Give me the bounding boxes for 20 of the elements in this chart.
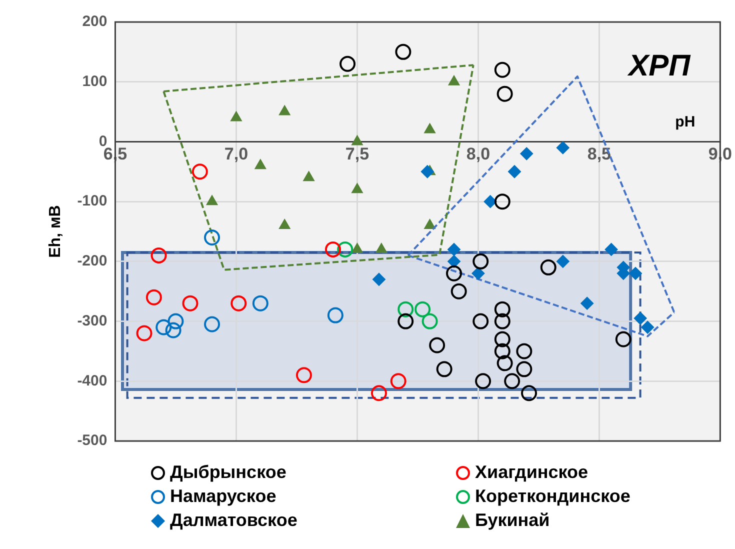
- y-tick-label: -300: [77, 312, 108, 330]
- legend-label: Дыбрынское: [170, 462, 286, 483]
- legend-label: Далматовское: [170, 510, 298, 531]
- x-tick-label: 7,5: [345, 144, 370, 164]
- y-tick-label: 200: [82, 13, 108, 30]
- y-tick-label: -400: [77, 372, 108, 390]
- legend-label: Кореткондинское: [475, 486, 630, 507]
- legend-label: Хиагдинское: [475, 462, 588, 483]
- y-tick-label: -100: [77, 192, 108, 210]
- x-axis-title: pH: [675, 113, 696, 130]
- x-tick-label: 7,0: [224, 144, 248, 164]
- legend-label: Букинай: [475, 510, 550, 531]
- text: ХРП: [626, 49, 692, 82]
- y-tick-label: -200: [77, 252, 108, 270]
- y-axis-title: Eh, мВ: [47, 205, 64, 258]
- x-tick-label: 8,5: [587, 144, 612, 164]
- legend-label: Намаруское: [170, 486, 276, 507]
- y-tick-label: -500: [77, 432, 108, 450]
- y-tick-label: 100: [82, 73, 108, 90]
- x-tick-label: 8,0: [466, 144, 490, 164]
